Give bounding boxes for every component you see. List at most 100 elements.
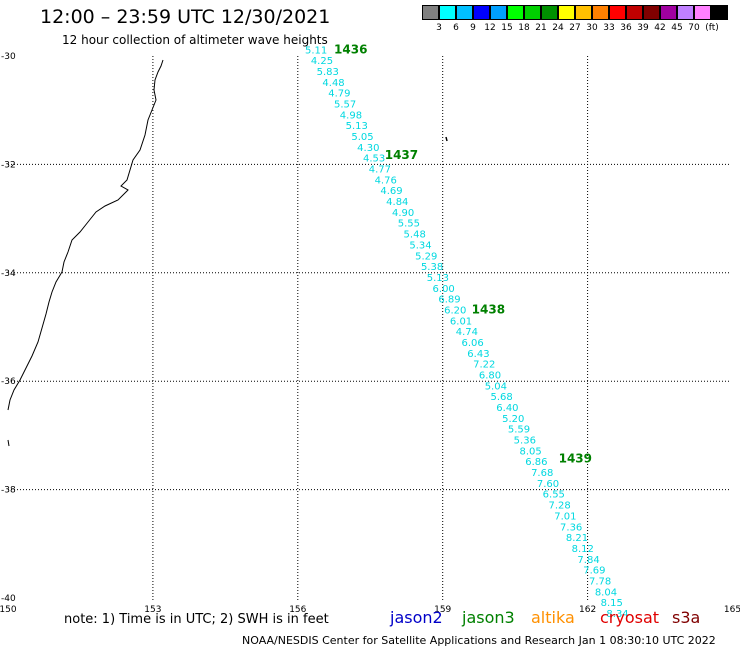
legend-swatch	[626, 5, 643, 20]
legend-label: 6	[453, 23, 459, 33]
swh-value: 6.80	[479, 370, 501, 381]
legend-swatch	[422, 5, 439, 20]
lat-tick-label: -32	[1, 160, 16, 170]
swh-value: 5.29	[415, 251, 437, 262]
coast-fragment	[7, 439, 10, 447]
legend-swatch	[694, 5, 711, 20]
swh-value: 6.86	[525, 457, 547, 468]
swh-value: 7.22	[473, 360, 495, 371]
swh-value: 4.69	[380, 186, 402, 197]
swh-value: 5.38	[421, 262, 443, 273]
swh-value: 5.13	[427, 273, 449, 284]
swh-value: 8.34	[606, 609, 628, 620]
swh-value: 6.43	[467, 349, 489, 360]
pass-number-label: 1436	[334, 42, 367, 56]
lat-tick-label: -38	[1, 486, 16, 496]
legend-label: 3	[436, 23, 442, 33]
lon-tick-label: 153	[144, 605, 161, 615]
swh-value: 5.04	[485, 381, 507, 392]
swh-value: 6.06	[462, 338, 484, 349]
swh-value: 5.55	[398, 219, 420, 230]
swh-value: 8.04	[595, 587, 617, 598]
lon-tick-label: 165	[724, 605, 740, 615]
legend-swatch	[524, 5, 541, 20]
swh-value: 4.84	[386, 197, 408, 208]
map-subtitle: 12 hour collection of altimeter wave hei…	[62, 33, 328, 47]
island-mark	[445, 136, 448, 142]
swh-value: 7.84	[577, 555, 599, 566]
pass-number-label: 1437	[385, 148, 418, 162]
altimeter-track: 5.114.255.834.484.795.574.985.135.054.30…	[305, 45, 629, 620]
swh-value: 7.36	[560, 522, 582, 533]
legend-swatch	[609, 5, 626, 20]
legend-swatch	[660, 5, 677, 20]
australia-coastline	[7, 59, 164, 411]
satellite-name-jason3: jason3	[462, 608, 515, 627]
credit-line: NOAA/NESDIS Center for Satellite Applica…	[242, 634, 716, 647]
swh-value: 8.12	[572, 544, 594, 555]
legend-swatch	[575, 5, 592, 20]
swh-value: 4.98	[340, 110, 362, 121]
legend-label: 36	[620, 23, 632, 33]
swh-value: 7.69	[583, 566, 605, 577]
swh-value: 7.78	[589, 576, 611, 587]
swh-value: 6.55	[543, 490, 565, 501]
swh-value: 5.36	[514, 436, 536, 447]
lat-tick-label: -34	[1, 269, 16, 279]
swh-value: 6.20	[444, 305, 466, 316]
legend-swatch	[558, 5, 575, 20]
legend-label: 27	[569, 23, 581, 33]
swh-value: 7.01	[554, 511, 576, 522]
swh-value: 7.60	[537, 479, 559, 490]
legend-label: 15	[501, 23, 513, 33]
swh-value: 4.25	[311, 56, 333, 67]
swh-value: 5.57	[334, 99, 356, 110]
legend-swatch	[507, 5, 524, 20]
legend-label: 12	[484, 23, 496, 33]
swh-value: 4.90	[392, 208, 414, 219]
satellite-name-jason2: jason2	[390, 608, 443, 627]
legend-swatch	[677, 5, 694, 20]
satellite-name-s3a: s3a	[672, 608, 701, 627]
swh-value: 7.28	[548, 501, 570, 512]
swh-value: 6.01	[450, 316, 472, 327]
swh-value: 6.00	[433, 284, 455, 295]
legend-swatch	[592, 5, 609, 20]
lon-tick-label: 156	[289, 605, 306, 615]
lat-tick-label: -36	[1, 377, 16, 387]
legend-label: 33	[603, 23, 615, 33]
swh-value: 4.79	[328, 89, 350, 100]
legend-label: 18	[518, 23, 530, 33]
pass-labels: 1436 1437 1438 1439	[334, 42, 592, 465]
swh-value: 4.76	[375, 175, 397, 186]
swh-value: 5.48	[404, 230, 426, 241]
swh-value: 4.53	[363, 154, 385, 165]
swh-value: 5.05	[351, 132, 373, 143]
swh-value: 5.20	[502, 414, 524, 425]
swh-value: 4.74	[456, 327, 478, 338]
pass-number-label: 1438	[472, 302, 505, 316]
legend-swatch	[490, 5, 507, 20]
lat-tick-label: -30	[1, 52, 16, 62]
lon-tick-label: 162	[579, 605, 596, 615]
swh-value: 8.05	[519, 446, 541, 457]
legend-label: 39	[637, 23, 649, 33]
swh-value: 5.59	[508, 425, 530, 436]
legend-swatch	[456, 5, 473, 20]
swh-value: 6.89	[438, 295, 460, 306]
lat-lon-grid: 150 153 156 159 162 165 -30 -32 -34 -36 -38 -40	[0, 52, 740, 615]
legend-swatch	[439, 5, 456, 20]
legend-label: 45	[671, 23, 683, 33]
legend-swatch	[473, 5, 490, 20]
swh-value: 8.21	[566, 533, 588, 544]
legend-label: 9	[470, 23, 476, 33]
legend-label: 70	[688, 23, 700, 33]
swh-value: 4.48	[322, 78, 344, 89]
lon-tick-label: 150	[0, 605, 17, 615]
lat-tick-label: -40	[1, 594, 16, 604]
swh-value: 8.15	[601, 598, 623, 609]
satellite-name-altika: altika	[531, 608, 575, 627]
footnote: note: 1) Time is in UTC; 2) SWH is in fe…	[64, 612, 329, 627]
satellite-name-cryosat: cryosat	[600, 608, 660, 627]
swh-value: 7.68	[531, 468, 553, 479]
